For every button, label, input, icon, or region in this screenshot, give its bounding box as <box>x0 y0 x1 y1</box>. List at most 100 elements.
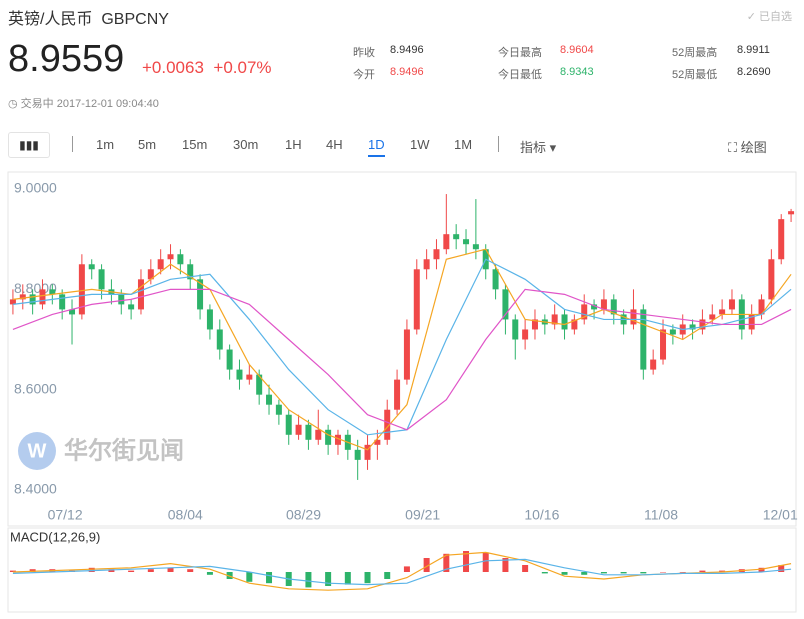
macd-bar <box>463 551 470 572</box>
candle-body <box>49 289 56 295</box>
candle-body <box>650 359 657 370</box>
macd-bar <box>541 572 548 574</box>
stat-value: 8.9604 <box>560 44 594 56</box>
macd-bar <box>502 558 509 572</box>
candle-body <box>246 374 253 380</box>
status-time: 2017-12-01 09:04:40 <box>56 98 159 110</box>
stat-label: 今日最高 <box>498 47 542 59</box>
candle-body <box>354 449 361 460</box>
candle-body <box>88 264 95 270</box>
stat-value: 8.9496 <box>390 44 424 56</box>
candle-body <box>571 319 578 330</box>
x-tick-label: 08/04 <box>168 507 203 523</box>
candle-body <box>788 211 795 215</box>
divider <box>72 136 73 152</box>
x-tick-label: 07/12 <box>48 507 83 523</box>
candle-body <box>600 299 607 310</box>
period-tab[interactable]: 30m <box>233 137 259 152</box>
macd-bar <box>305 572 312 588</box>
candle-body <box>98 269 105 290</box>
macd-bar <box>187 569 194 572</box>
candle-body <box>285 414 292 435</box>
candle-body <box>9 299 16 305</box>
watermark-text: 华尔街见闻 <box>64 436 184 465</box>
period-tab[interactable]: 1m <box>96 137 115 152</box>
candle-body <box>334 434 341 445</box>
macd-bar <box>758 567 765 572</box>
candle-body <box>305 424 312 440</box>
y-tick-label: 9.0000 <box>14 180 57 196</box>
stat-label: 今开 <box>353 69 375 81</box>
chart-type-button[interactable]: ▮▮▮ <box>8 132 50 158</box>
draw-text: 绘图 <box>740 140 767 155</box>
badge-text: 已自选 <box>759 11 792 23</box>
macd-bar <box>679 572 686 573</box>
candle-body <box>29 294 36 305</box>
macd-frame <box>7 527 797 613</box>
stat-value: 8.9911 <box>737 44 770 56</box>
macd-bar <box>167 567 174 572</box>
candle-body <box>226 349 233 370</box>
candle-body <box>660 329 667 360</box>
macd-bar <box>660 572 667 573</box>
candle-body <box>325 429 332 445</box>
candle-body <box>147 269 154 280</box>
period-tab[interactable]: 4H <box>326 137 343 152</box>
candle-body <box>403 329 410 380</box>
candle-body <box>256 374 263 395</box>
stat-label: 昨收 <box>353 47 375 59</box>
candle-body <box>19 294 26 300</box>
y-tick-label: 8.8000 <box>14 280 57 296</box>
period-tab[interactable]: 1W <box>410 137 430 152</box>
watch-badge[interactable]: ✓ 已自选 <box>746 11 792 23</box>
candle-body <box>236 369 243 380</box>
stat-value: 8.2690 <box>737 66 771 78</box>
candle-body <box>423 259 430 270</box>
candle-body <box>728 299 735 310</box>
period-tab[interactable]: 15m <box>182 137 208 152</box>
candle-body <box>522 329 529 340</box>
candle-body <box>374 439 381 445</box>
candle-body <box>443 234 450 250</box>
candle-body <box>187 264 194 280</box>
candle-body <box>275 404 282 415</box>
macd-bar <box>443 553 450 572</box>
candle-body <box>689 324 696 330</box>
period-tab[interactable]: 1M <box>454 137 473 152</box>
period-tab[interactable]: 1H <box>285 137 302 152</box>
period-tab[interactable]: 1D <box>368 137 385 157</box>
indicator-menu[interactable]: 指标 ▾ <box>520 140 557 155</box>
candle-body <box>551 314 558 325</box>
x-tick-label: 10/16 <box>524 507 559 523</box>
period-tab[interactable]: 5m <box>138 137 157 152</box>
candle-body <box>364 444 371 460</box>
candle-body <box>315 429 322 440</box>
macd-bar <box>384 572 391 579</box>
candle-body <box>640 309 647 370</box>
change-pct: +0.07% <box>213 58 272 77</box>
candle-body <box>768 259 775 300</box>
candle-body <box>167 254 174 260</box>
draw-button[interactable]: ⛶ 绘图 <box>728 140 767 155</box>
candle-body <box>206 309 213 330</box>
x-tick-label: 11/08 <box>644 507 678 523</box>
candle-body <box>39 289 46 305</box>
macd-bar <box>403 566 410 572</box>
pair-name: 英镑/人民币 <box>8 11 93 28</box>
candle-body <box>581 304 588 320</box>
status: ◷ 交易中 2017-12-01 09:04:40 <box>8 98 159 110</box>
candle-body <box>719 309 726 315</box>
x-tick-label: 08/29 <box>286 507 321 523</box>
candle-body <box>128 304 135 310</box>
title: 英镑/人民币 GBPCNY <box>8 5 169 29</box>
macd-bar <box>581 572 588 575</box>
candle-body <box>137 279 144 310</box>
candle-body <box>492 269 499 290</box>
candle-body <box>463 239 470 245</box>
moving-average-line <box>12 248 792 451</box>
macd-bar <box>482 552 489 572</box>
change-abs: +0.0063 <box>142 58 204 77</box>
macd-bar <box>246 572 253 582</box>
candle-body <box>69 309 76 315</box>
